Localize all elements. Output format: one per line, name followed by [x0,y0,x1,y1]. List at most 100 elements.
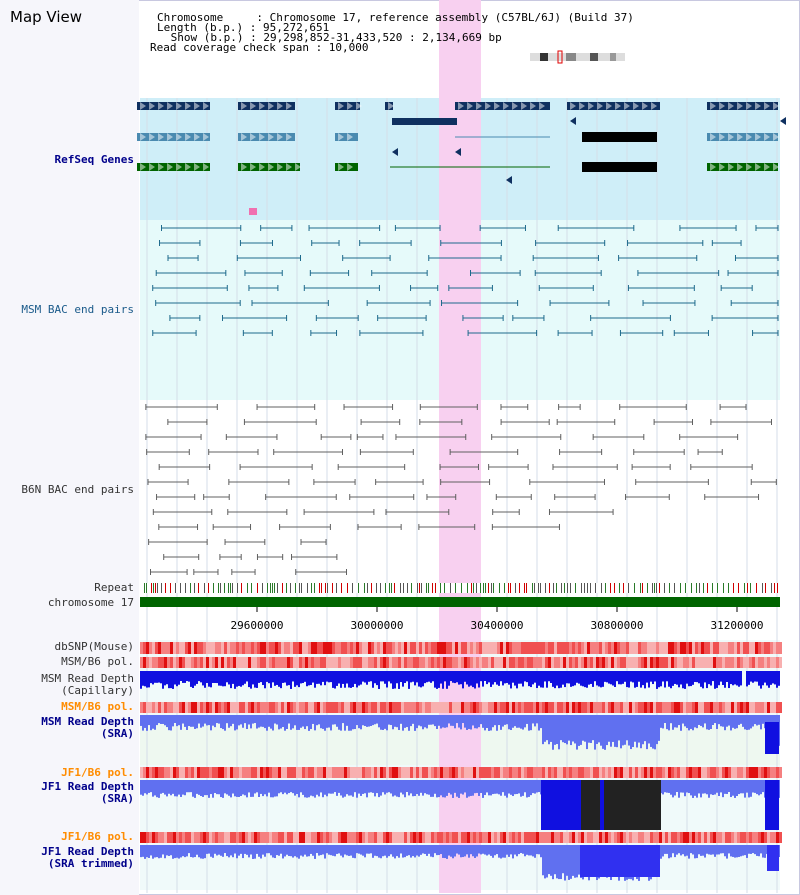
repeat-element [515,583,516,593]
jf1-trim-depth [360,845,362,855]
exon-arrow [277,102,283,110]
jf1-pol-heat [323,767,326,778]
msm-sra-depth [210,715,212,731]
dbsnp-heat [623,642,626,654]
jf1-sra-depth [240,780,242,796]
jf1-pol-heat [428,767,431,778]
jf1-trim-pol-heat [761,832,764,843]
jf1-sra-depth [678,780,680,798]
repeat-element [691,583,692,593]
exon-arrow [286,163,292,171]
repeat-element [723,583,724,593]
dbsnp-heat [602,642,605,654]
jf1-trim-depth [472,845,474,857]
track-label-msm-pol[interactable]: MSM/B6 pol. [61,655,134,668]
track-label-msm-bac[interactable]: MSM BAC end pairs [21,303,134,316]
track-label-msm-cap-1[interactable]: MSM Read Depth [41,672,134,685]
jf1-trim-depth [244,845,246,854]
jf1-pol-heat [443,767,446,778]
jf1-trim-pol-heat [512,832,515,843]
track-label-jf1-trim-1[interactable]: JF1 Read Depth [41,845,134,858]
msm-pol-heat [260,657,263,668]
jf1-trim-pol-heat [224,832,227,843]
repeat-element [247,583,248,593]
track-label-jf1-sra-1[interactable]: JF1 Read Depth [41,780,134,793]
msm-sra-pol-heat [530,702,533,713]
jf1-trim-depth [180,845,182,858]
msm-pol-heat [257,657,260,668]
repeat-element [774,583,775,593]
msm-capillary-depth [460,671,462,685]
msm-capillary-depth [486,671,488,685]
msm-capillary-depth [160,671,162,684]
track-label-dbsnp[interactable]: dbSNP(Mouse) [54,640,134,653]
repeat-element [440,583,441,593]
jf1-trim-depth [734,845,736,858]
msm-capillary-depth [392,671,394,689]
track-label-jf1-pol-trim[interactable]: JF1/B6 pol. [61,830,134,843]
jf1-sra-depth [276,780,278,797]
jf1-trim-pol-heat [539,832,542,843]
track-label-refseq[interactable]: RefSeq Genes [54,153,134,166]
strand-arrow [455,148,461,156]
msm-capillary-depth [208,671,210,687]
jf1-pol-heat [749,767,752,778]
repeat-element [614,583,615,593]
msm-sra-depth [268,715,270,727]
msm-sra-depth [750,715,752,729]
jf1-trim-depth [296,845,298,858]
exon-arrow [624,102,630,110]
track-label-jf1-pol[interactable]: JF1/B6 pol. [61,766,134,779]
jf1-trim-pol-heat [158,832,161,843]
track-label-column [0,0,139,895]
msm-sra-depth [370,715,372,727]
jf1-trim-depth [212,845,214,858]
msm-pol-heat [569,657,572,668]
dbsnp-heat [278,642,281,654]
jf1-pol-heat [647,767,650,778]
jf1-trim-depth [376,845,378,857]
dbsnp-heat [449,642,452,654]
jf1-trim-depth [370,845,372,854]
msm-sra-depth [688,715,690,731]
msm-capillary-depth [606,671,608,683]
msm-sra-pol-heat [212,702,215,713]
msm-pol-heat [389,657,392,668]
dbsnp-heat [197,642,200,654]
track-label-msm-sra-1[interactable]: MSM Read Depth [41,715,134,728]
msm-sra-depth [752,715,754,727]
track-label-repeat[interactable]: Repeat [94,581,134,594]
jf1-trim-depth [756,845,758,856]
jf1-trim-depth [692,845,694,855]
dbsnp-heat [635,642,638,654]
repeat-element [391,583,392,593]
track-label-b6n-bac[interactable]: B6N BAC end pairs [21,483,134,496]
jf1-pol-heat [524,767,527,778]
jf1-trim-depth [520,845,522,854]
jf1-sra-depth [696,780,698,798]
msm-pol-heat [521,657,524,668]
msm-pol-heat [515,657,518,668]
msm-pol-heat [713,657,716,668]
repeat-element [352,583,353,593]
msm-sra-pol-heat [143,702,146,713]
jf1-trim-depth [440,845,442,855]
dbsnp-heat [344,642,347,654]
msm-sra-depth [288,715,290,724]
track-label-msm-pol-sra[interactable]: MSM/B6 pol. [61,700,134,713]
jf1-pol-heat [626,767,629,778]
msm-sra-pol-heat [599,702,602,713]
repeat-element [526,583,527,593]
jf1-trim-pol-heat [461,832,464,843]
jf1-trim-depth [388,845,390,857]
jf1-trim-depth [666,845,668,854]
jf1-trim-depth [262,845,264,855]
dbsnp-heat [737,642,740,654]
msm-sra-pol-heat [383,702,386,713]
msm-sra-depth [178,715,180,726]
jf1-pol-heat [533,767,536,778]
msm-capillary-depth [714,671,716,689]
jf1-sra-depth [332,780,334,794]
repeat-element [307,583,308,593]
